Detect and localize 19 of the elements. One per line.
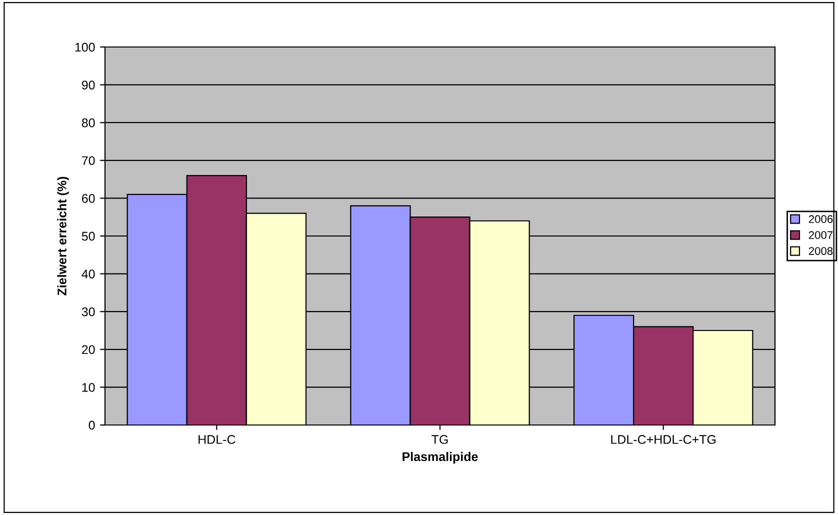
legend-label: 2006 — [808, 215, 833, 224]
y-tick-label: 40 — [82, 270, 95, 278]
y-tick-label: 80 — [82, 118, 95, 128]
y-tick-label: 60 — [82, 194, 95, 203]
x-tick-label: LDL-C+HDL-C+TG — [611, 435, 716, 444]
y-tick-label: 70 — [82, 156, 95, 166]
x-axis-title: Plasmalipide — [402, 452, 478, 464]
x-tick-label: TG — [432, 435, 448, 444]
y-tick-label: 100 — [75, 42, 95, 52]
legend-label: 2008 — [808, 247, 833, 255]
y-tick-label: 10 — [82, 383, 95, 392]
legend-label: 2007 — [808, 231, 833, 240]
x-tick-label: HDL-C — [198, 435, 236, 444]
y-axis-title: Zielwert erreicht (%) — [57, 176, 69, 296]
y-tick-label: 0 — [88, 420, 95, 430]
y-tick-label: 20 — [82, 345, 95, 354]
y-tick-label: 90 — [82, 80, 95, 90]
y-tick-label: 30 — [82, 307, 95, 316]
y-tick-label: 50 — [82, 232, 95, 241]
